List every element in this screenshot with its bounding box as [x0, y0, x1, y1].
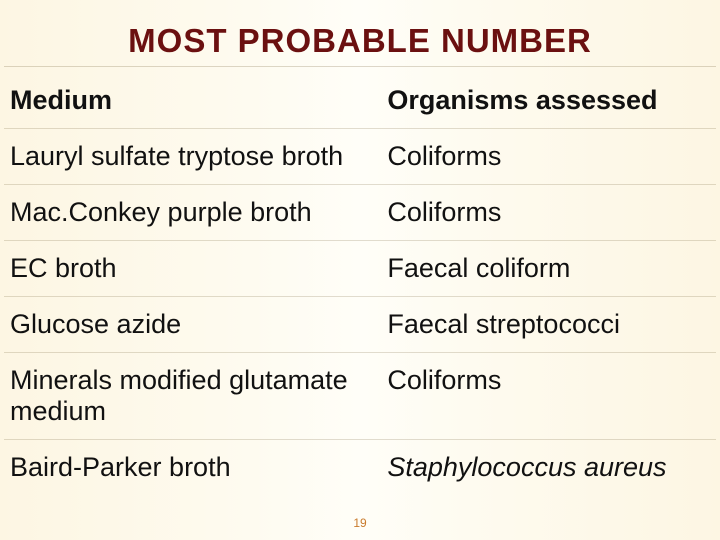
- cell-medium: Glucose azide: [4, 297, 381, 353]
- table-row: Glucose azide Faecal streptococci: [4, 297, 716, 353]
- cell-organisms: Coliforms: [381, 129, 716, 185]
- cell-organisms: Faecal streptococci: [381, 297, 716, 353]
- mpn-table: Medium Organisms assessed Lauryl sulfate…: [4, 73, 716, 495]
- cell-organisms: Coliforms: [381, 353, 716, 440]
- table-row: Mac.Conkey purple broth Coliforms: [4, 185, 716, 241]
- cell-organisms: Coliforms: [381, 185, 716, 241]
- title-underline: [4, 66, 716, 67]
- cell-medium: Baird-Parker broth: [4, 440, 381, 496]
- table-header-row: Medium Organisms assessed: [4, 73, 716, 129]
- page-number: 19: [0, 516, 720, 530]
- cell-organisms: Faecal coliform: [381, 241, 716, 297]
- slide-title: MOST PROBABLE NUMBER: [0, 0, 720, 66]
- slide: MOST PROBABLE NUMBER Medium Organisms as…: [0, 0, 720, 540]
- col-header-organisms: Organisms assessed: [381, 73, 716, 129]
- table-row: Baird-Parker broth Staphylococcus aureus: [4, 440, 716, 496]
- cell-organisms: Staphylococcus aureus: [381, 440, 716, 496]
- cell-medium: Lauryl sulfate tryptose broth: [4, 129, 381, 185]
- table-row: Lauryl sulfate tryptose broth Coliforms: [4, 129, 716, 185]
- cell-medium: Mac.Conkey purple broth: [4, 185, 381, 241]
- col-header-medium: Medium: [4, 73, 381, 129]
- cell-medium: EC broth: [4, 241, 381, 297]
- table-row: Minerals modified glutamate medium Colif…: [4, 353, 716, 440]
- cell-medium: Minerals modified glutamate medium: [4, 353, 381, 440]
- table-row: EC broth Faecal coliform: [4, 241, 716, 297]
